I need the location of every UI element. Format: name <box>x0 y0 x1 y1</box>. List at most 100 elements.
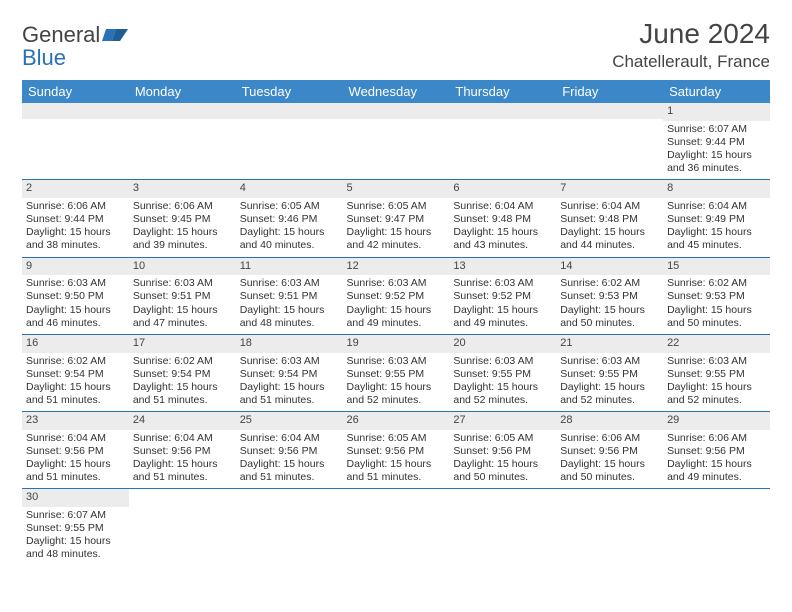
day-sunrise: Sunrise: 6:02 AM <box>667 277 766 290</box>
day-content <box>343 119 450 171</box>
day-sunset: Sunset: 9:45 PM <box>133 213 232 226</box>
day-sunrise: Sunrise: 6:04 AM <box>560 200 659 213</box>
day-number-bar <box>129 489 236 505</box>
calendar-cell: 19Sunrise: 6:03 AMSunset: 9:55 PMDayligh… <box>343 334 450 411</box>
day-daylight2: and 49 minutes. <box>667 471 766 484</box>
day-number: 14 <box>556 258 663 276</box>
day-daylight1: Daylight: 15 hours <box>26 458 125 471</box>
day-sunset: Sunset: 9:44 PM <box>26 213 125 226</box>
day-sunrise: Sunrise: 6:03 AM <box>240 355 339 368</box>
calendar-cell: 10Sunrise: 6:03 AMSunset: 9:51 PMDayligh… <box>129 257 236 334</box>
day-content: Sunrise: 6:02 AMSunset: 9:54 PMDaylight:… <box>129 353 236 412</box>
month-title: June 2024 <box>612 18 770 50</box>
calendar-cell: 15Sunrise: 6:02 AMSunset: 9:53 PMDayligh… <box>663 257 770 334</box>
day-daylight1: Daylight: 15 hours <box>667 226 766 239</box>
calendar-cell <box>236 103 343 180</box>
calendar-week: 16Sunrise: 6:02 AMSunset: 9:54 PMDayligh… <box>22 334 770 411</box>
day-sunrise: Sunrise: 6:03 AM <box>347 277 446 290</box>
day-sunset: Sunset: 9:48 PM <box>560 213 659 226</box>
calendar-cell: 9Sunrise: 6:03 AMSunset: 9:50 PMDaylight… <box>22 257 129 334</box>
day-daylight1: Daylight: 15 hours <box>453 304 552 317</box>
day-sunrise: Sunrise: 6:06 AM <box>133 200 232 213</box>
day-content: Sunrise: 6:02 AMSunset: 9:53 PMDaylight:… <box>556 275 663 334</box>
day-content <box>556 505 663 557</box>
day-number: 4 <box>236 180 343 198</box>
day-content <box>343 505 450 557</box>
day-sunrise: Sunrise: 6:03 AM <box>560 355 659 368</box>
day-sunset: Sunset: 9:56 PM <box>240 445 339 458</box>
day-number: 25 <box>236 412 343 430</box>
day-daylight2: and 52 minutes. <box>560 394 659 407</box>
day-daylight2: and 44 minutes. <box>560 239 659 252</box>
day-number-bar <box>22 103 129 119</box>
calendar-cell: 13Sunrise: 6:03 AMSunset: 9:52 PMDayligh… <box>449 257 556 334</box>
day-content: Sunrise: 6:05 AMSunset: 9:47 PMDaylight:… <box>343 198 450 257</box>
header: GeneralBlue June 2024 Chatellerault, Fra… <box>22 18 770 72</box>
calendar-cell: 18Sunrise: 6:03 AMSunset: 9:54 PMDayligh… <box>236 334 343 411</box>
day-sunrise: Sunrise: 6:03 AM <box>347 355 446 368</box>
day-content <box>22 119 129 171</box>
day-number: 29 <box>663 412 770 430</box>
day-daylight1: Daylight: 15 hours <box>347 226 446 239</box>
day-content: Sunrise: 6:04 AMSunset: 9:49 PMDaylight:… <box>663 198 770 257</box>
day-number-bar <box>556 103 663 119</box>
day-daylight2: and 46 minutes. <box>26 317 125 330</box>
day-content: Sunrise: 6:04 AMSunset: 9:56 PMDaylight:… <box>129 430 236 489</box>
day-daylight1: Daylight: 15 hours <box>667 381 766 394</box>
day-daylight1: Daylight: 15 hours <box>133 381 232 394</box>
day-daylight2: and 40 minutes. <box>240 239 339 252</box>
calendar-cell: 21Sunrise: 6:03 AMSunset: 9:55 PMDayligh… <box>556 334 663 411</box>
day-daylight1: Daylight: 15 hours <box>26 304 125 317</box>
day-daylight1: Daylight: 15 hours <box>347 458 446 471</box>
day-sunset: Sunset: 9:56 PM <box>560 445 659 458</box>
calendar-cell: 22Sunrise: 6:03 AMSunset: 9:55 PMDayligh… <box>663 334 770 411</box>
day-content: Sunrise: 6:03 AMSunset: 9:52 PMDaylight:… <box>449 275 556 334</box>
day-daylight2: and 51 minutes. <box>347 471 446 484</box>
day-number: 9 <box>22 258 129 276</box>
day-number-bar <box>556 489 663 505</box>
day-sunrise: Sunrise: 6:04 AM <box>453 200 552 213</box>
calendar-cell <box>22 103 129 180</box>
day-daylight1: Daylight: 15 hours <box>133 304 232 317</box>
day-number: 1 <box>663 103 770 121</box>
day-sunset: Sunset: 9:53 PM <box>560 290 659 303</box>
calendar-cell: 24Sunrise: 6:04 AMSunset: 9:56 PMDayligh… <box>129 412 236 489</box>
day-daylight1: Daylight: 15 hours <box>560 381 659 394</box>
calendar-cell <box>343 103 450 180</box>
day-sunrise: Sunrise: 6:07 AM <box>667 123 766 136</box>
day-sunrise: Sunrise: 6:05 AM <box>347 432 446 445</box>
calendar-cell: 7 Sunrise: 6:04 AMSunset: 9:48 PMDaylight… <box>556 180 663 257</box>
day-sunset: Sunset: 9:44 PM <box>667 136 766 149</box>
calendar-cell: 30Sunrise: 6:07 AMSunset: 9:55 PMDayligh… <box>22 489 129 566</box>
calendar-cell: 3Sunrise: 6:06 AMSunset: 9:45 PMDaylight… <box>129 180 236 257</box>
day-content: Sunrise: 6:03 AMSunset: 9:51 PMDaylight:… <box>129 275 236 334</box>
day-number: 27 <box>449 412 556 430</box>
day-content: Sunrise: 6:04 AMSunset: 9:48 PMDaylight:… <box>449 198 556 257</box>
day-number: 24 <box>129 412 236 430</box>
calendar-cell: 11Sunrise: 6:03 AMSunset: 9:51 PMDayligh… <box>236 257 343 334</box>
day-header: Friday <box>556 80 663 103</box>
day-header: Thursday <box>449 80 556 103</box>
calendar-cell: 27Sunrise: 6:05 AMSunset: 9:56 PMDayligh… <box>449 412 556 489</box>
calendar-cell: 6Sunrise: 6:04 AMSunset: 9:48 PMDaylight… <box>449 180 556 257</box>
day-number: 7 <box>556 180 663 198</box>
day-sunset: Sunset: 9:56 PM <box>453 445 552 458</box>
day-daylight1: Daylight: 15 hours <box>560 226 659 239</box>
calendar-body: 1Sunrise: 6:07 AMSunset: 9:44 PMDaylight… <box>22 103 770 566</box>
day-sunset: Sunset: 9:53 PM <box>667 290 766 303</box>
day-content: Sunrise: 6:03 AMSunset: 9:55 PMDaylight:… <box>556 353 663 412</box>
day-number: 16 <box>22 335 129 353</box>
day-number-bar <box>663 489 770 505</box>
day-sunrise: Sunrise: 6:06 AM <box>667 432 766 445</box>
day-sunrise: Sunrise: 6:05 AM <box>453 432 552 445</box>
day-number: 17 <box>129 335 236 353</box>
calendar-cell: 23Sunrise: 6:04 AMSunset: 9:56 PMDayligh… <box>22 412 129 489</box>
day-sunrise: Sunrise: 6:06 AM <box>560 432 659 445</box>
calendar-cell: 14Sunrise: 6:02 AMSunset: 9:53 PMDayligh… <box>556 257 663 334</box>
day-number: 23 <box>22 412 129 430</box>
logo-text: GeneralBlue <box>22 24 128 69</box>
day-sunset: Sunset: 9:54 PM <box>26 368 125 381</box>
day-daylight1: Daylight: 15 hours <box>453 381 552 394</box>
day-content: Sunrise: 6:06 AMSunset: 9:44 PMDaylight:… <box>22 198 129 257</box>
day-sunrise: Sunrise: 6:04 AM <box>133 432 232 445</box>
